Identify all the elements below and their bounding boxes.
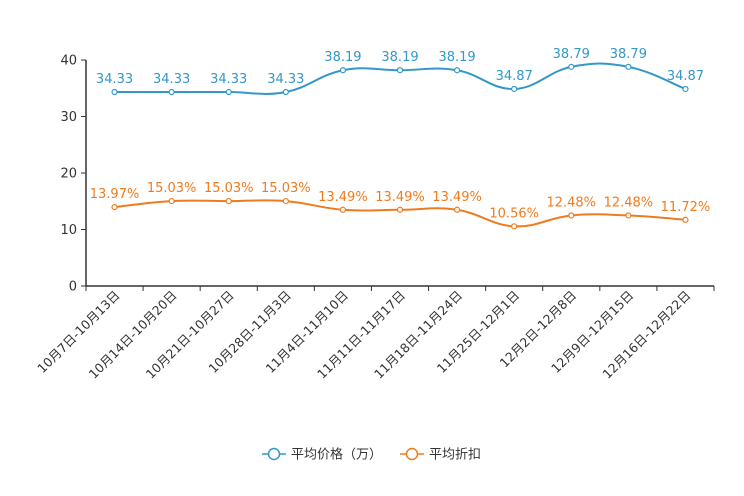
- series-2: 13.97% 15.03% 15.03% 15.03% 13.49% 13.49% 13.4…: [90, 181, 711, 230]
- data-label: 38.79: [553, 47, 590, 62]
- data-label: 13.49%: [318, 190, 368, 205]
- data-point[interactable]: [396, 67, 404, 74]
- data-label: 34.87: [667, 69, 704, 84]
- data-point[interactable]: [453, 206, 461, 213]
- data-label: 15.03%: [147, 181, 197, 196]
- legend-marker-icon: [267, 447, 281, 461]
- data-label: 15.03%: [261, 181, 311, 196]
- data-label: 13.49%: [432, 190, 482, 205]
- data-point[interactable]: [225, 197, 232, 205]
- data-point[interactable]: [111, 88, 118, 96]
- data-point[interactable]: [625, 63, 632, 70]
- data-label: 34.33: [96, 72, 133, 87]
- data-label: 34.33: [210, 72, 247, 87]
- legend-label: 平均折扣: [429, 448, 481, 463]
- data-point[interactable]: [168, 197, 175, 205]
- axes: 01020304010月7日-10月13日10月14日-10月20日10月21日…: [34, 54, 715, 382]
- data-label: 38.19: [438, 50, 475, 65]
- data-label: 10.56%: [489, 206, 539, 221]
- data-point[interactable]: [168, 88, 175, 96]
- data-point[interactable]: [511, 223, 518, 230]
- data-point[interactable]: [111, 203, 118, 211]
- legend-item-2[interactable]: 平均折扣: [400, 448, 481, 463]
- data-label: 12.48%: [604, 195, 654, 210]
- data-label: 13.49%: [375, 190, 425, 205]
- data-label: 38.19: [381, 50, 418, 65]
- legend-marker-icon: [405, 447, 419, 461]
- y-tick-label: 40: [60, 54, 77, 69]
- data-point[interactable]: [453, 67, 461, 74]
- legend-item-1[interactable]: 平均价格（万）: [262, 447, 382, 463]
- data-point[interactable]: [511, 85, 518, 93]
- data-label: 15.03%: [204, 181, 254, 196]
- data-point[interactable]: [339, 67, 347, 74]
- data-point[interactable]: [568, 212, 575, 219]
- data-label: 34.33: [153, 72, 190, 87]
- data-label: 34.33: [267, 72, 304, 87]
- data-label: 38.79: [610, 47, 647, 62]
- data-point[interactable]: [625, 212, 632, 219]
- data-label: 38.19: [324, 50, 361, 65]
- data-point[interactable]: [339, 206, 347, 213]
- y-tick-label: 20: [60, 167, 77, 182]
- series-layer: 34.33 34.33 34.33 34.33 38.19 38.19 38.19 34.87…: [90, 47, 711, 230]
- legend-label: 平均价格（万）: [291, 447, 382, 463]
- data-point[interactable]: [682, 85, 689, 93]
- data-label: 12.48%: [546, 195, 596, 210]
- y-tick-label: 10: [60, 223, 77, 238]
- data-label: 11.72%: [661, 200, 711, 215]
- data-point[interactable]: [225, 88, 232, 96]
- series-1: 34.33 34.33 34.33 34.33 38.19 38.19 38.19 34.87…: [96, 47, 704, 96]
- data-label: 13.97%: [90, 187, 140, 202]
- y-tick-label: 30: [60, 110, 77, 125]
- y-tick-label: 0: [69, 280, 77, 295]
- data-point[interactable]: [682, 216, 689, 223]
- legend[interactable]: 平均价格（万） 平均折扣: [262, 447, 481, 463]
- data-point[interactable]: [282, 197, 289, 205]
- data-point[interactable]: [568, 63, 575, 70]
- data-point[interactable]: [396, 206, 404, 213]
- data-label: 34.87: [496, 69, 533, 84]
- data-point[interactable]: [282, 88, 289, 96]
